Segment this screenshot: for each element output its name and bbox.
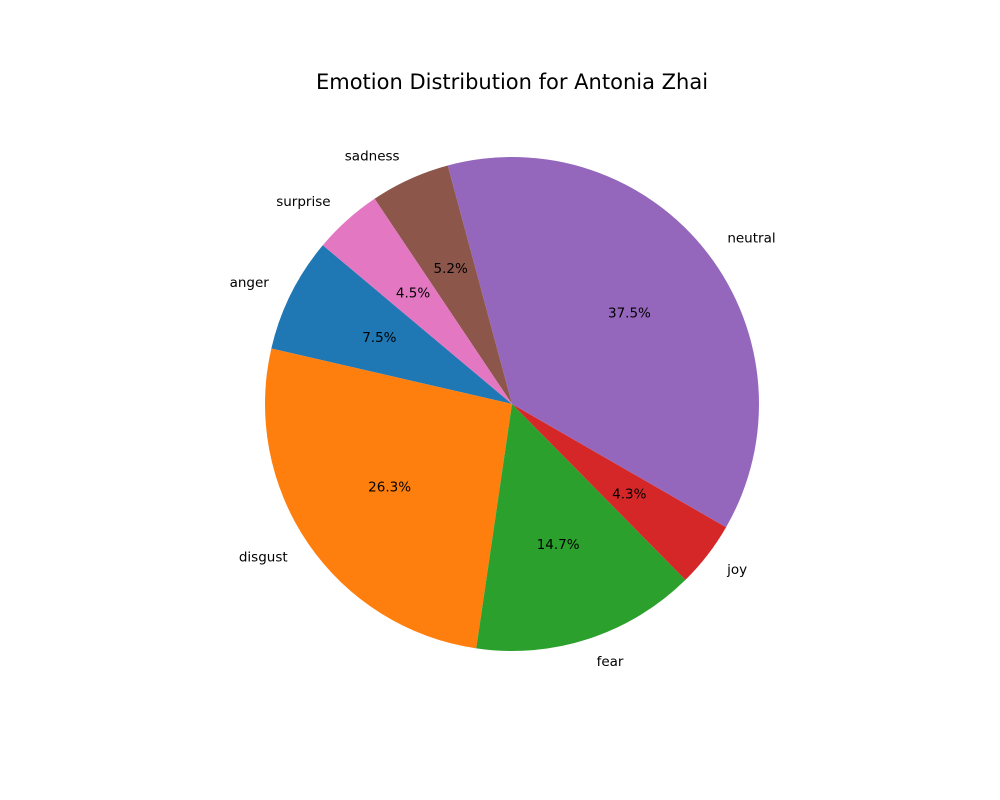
pct-label-surprise: 4.5%	[396, 286, 430, 302]
slice-label-sadness: sadness	[345, 149, 400, 165]
pct-label-fear: 14.7%	[537, 537, 580, 553]
pie-slice-anger	[271, 245, 512, 404]
pie-slices	[265, 157, 759, 651]
pie-slice-surprise	[322, 198, 512, 404]
pct-label-joy: 4.3%	[612, 487, 646, 503]
chart-title: Emotion Distribution for Antonia Zhai	[316, 70, 708, 94]
pct-label-disgust: 26.3%	[368, 480, 411, 496]
pct-label-anger: 7.5%	[362, 330, 396, 346]
pct-label-sadness: 5.2%	[434, 261, 468, 277]
slice-label-surprise: surprise	[276, 194, 330, 210]
pie-slice-neutral	[447, 157, 759, 528]
pie-slice-disgust	[265, 348, 512, 649]
pie-labels: anger 7.5% disgust 26.3% fear 14.7% joy 4.3% neu…	[230, 149, 776, 671]
slice-label-anger: anger	[230, 275, 270, 291]
pie-slice-joy	[512, 404, 727, 580]
slice-label-neutral: neutral	[727, 230, 775, 246]
pie-slice-fear	[476, 404, 686, 651]
slice-label-disgust: disgust	[239, 549, 288, 565]
slice-label-joy: joy	[726, 562, 747, 578]
pct-label-neutral: 37.5%	[608, 306, 651, 322]
slice-label-fear: fear	[597, 654, 624, 670]
pie-slice-sadness	[374, 165, 512, 404]
